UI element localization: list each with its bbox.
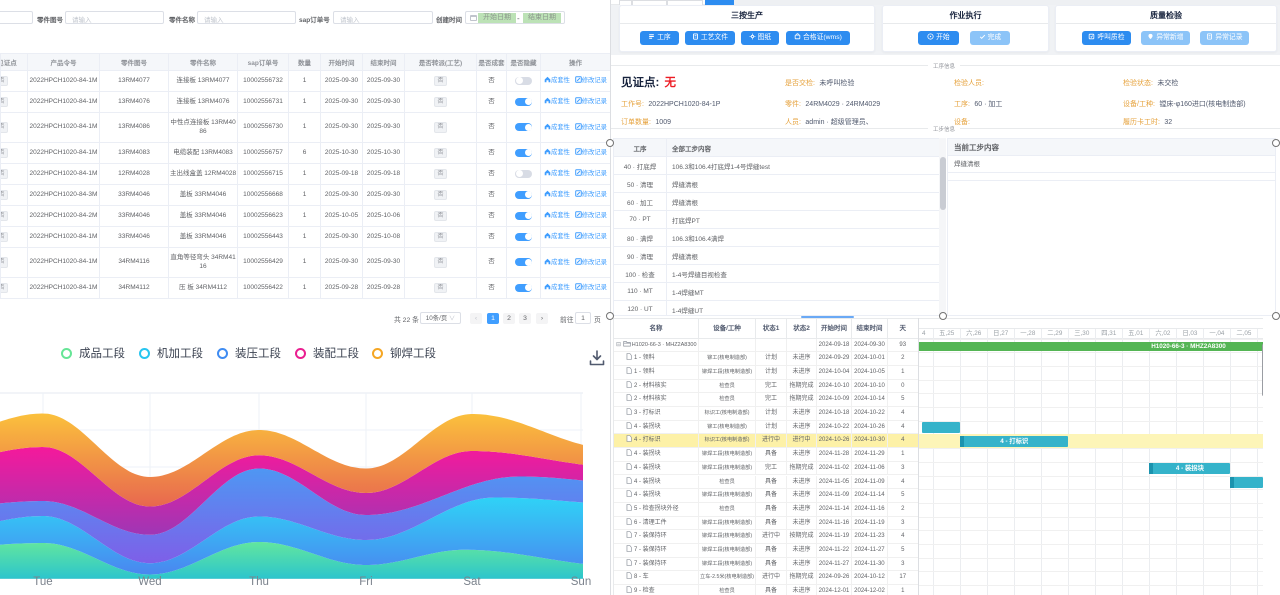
svg-text:Fri: Fri — [359, 576, 372, 588]
svg-text:Sat: Sat — [463, 576, 481, 588]
svg-text:Sun: Sun — [571, 576, 591, 588]
svg-text:Wed: Wed — [138, 576, 161, 588]
svg-text:Tue: Tue — [33, 576, 52, 588]
svg-text:Thu: Thu — [249, 576, 269, 588]
